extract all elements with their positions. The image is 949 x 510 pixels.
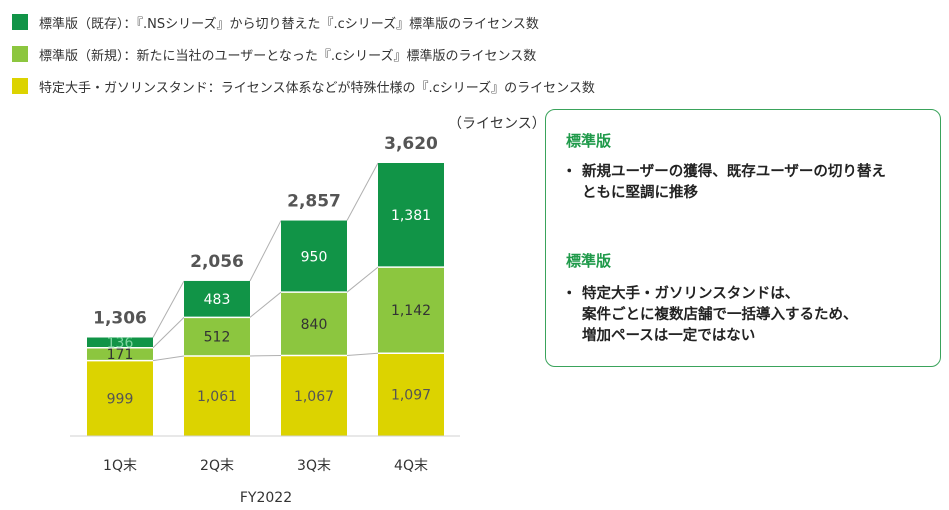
connector-line (249, 291, 282, 318)
value-label-existing-4: 1,381 (391, 208, 431, 224)
legend-swatch-special (12, 78, 28, 94)
x-tick-label-2: 2Q末 (200, 458, 234, 474)
total-label-3: 2,857 (287, 192, 341, 212)
bar-new-4 (378, 267, 444, 354)
bar-new-1 (87, 347, 153, 361)
unit-label: （ライセンス） (448, 116, 546, 132)
value-label-special-1: 999 (107, 391, 134, 407)
x-tick-labels: 1Q末 2Q末 3Q末 4Q末 (103, 458, 428, 474)
value-label-new-3: 840 (301, 317, 328, 333)
value-label-existing-3: 950 (301, 249, 328, 265)
total-label-4: 3,620 (384, 134, 438, 154)
bar-special-4 (378, 353, 444, 436)
legend-swatch-new (12, 46, 28, 62)
bar-new-2 (184, 317, 250, 356)
value-label-new-4: 1,142 (391, 303, 431, 319)
connector-line (346, 266, 379, 293)
bar-existing-1 (87, 337, 153, 348)
legend: 標準版（既存）：『.NSシリーズ』から切り替えた『.cシリーズ』標準版のライセン… (12, 6, 595, 102)
info-section-1-bullet: 新規ユーザーの獲得、既存ユーザーの切り替え ともに堅調に推移 (562, 162, 932, 204)
value-label-special-2: 1,061 (197, 389, 237, 405)
total-labels: 1,306 2,056 2,857 3,620 (93, 134, 438, 329)
info-section-1-title: 標準版 (566, 132, 612, 150)
bar-special-3 (281, 355, 347, 436)
x-tick-label-1: 1Q末 (103, 458, 137, 474)
bar-existing-3 (281, 220, 347, 293)
connector-line (152, 355, 185, 362)
legend-swatch-existing (12, 14, 28, 30)
bar-new-3 (281, 292, 347, 356)
bar-segments (87, 163, 444, 436)
value-label-existing-2: 483 (204, 292, 231, 308)
info-section-2-bullets: 特定大手・ガソリンスタンドは、 案件ごとに複数店舗で一括導入するため、 増加ペー… (562, 284, 932, 347)
legend-label-special: 特定大手・ガソリンスタンド：ライセンス体系などが特殊仕様の『.cシリーズ』のライ… (39, 80, 595, 96)
legend-label-existing: 標準版（既存）：『.NSシリーズ』から切り替えた『.cシリーズ』標準版のライセン… (39, 16, 539, 32)
legend-item-new: 標準版（新規）：新たに当社のユーザーとなった『.cシリーズ』標準版のライセンス数 (12, 38, 595, 70)
info-section-2-title: 標準版 (566, 252, 612, 270)
info-section-1-bullets: 新規ユーザーの獲得、既存ユーザーの切り替え ともに堅調に推移 (562, 162, 932, 204)
value-label-existing-1: 136 (107, 336, 134, 352)
value-label-special-3: 1,067 (294, 389, 334, 405)
value-label-special-4: 1,097 (391, 388, 431, 404)
bar-special-1 (87, 360, 153, 436)
bar-special-2 (184, 355, 250, 436)
legend-label-new: 標準版（新規）：新たに当社のユーザーとなった『.cシリーズ』標準版のライセンス数 (39, 48, 537, 64)
total-label-1: 1,306 (93, 309, 147, 329)
connector-line (152, 280, 185, 338)
x-axis-title: FY2022 (240, 490, 292, 506)
value-label-new-1: 171 (107, 347, 134, 363)
connector-lines (152, 162, 379, 362)
legend-item-existing: 標準版（既存）：『.NSシリーズ』から切り替えた『.cシリーズ』標準版のライセン… (12, 6, 595, 38)
connector-line (249, 220, 282, 282)
total-label-2: 2,056 (190, 252, 244, 272)
connector-line (346, 352, 379, 357)
x-tick-label-4: 4Q末 (394, 458, 428, 474)
legend-item-special: 特定大手・ガソリンスタンド：ライセンス体系などが特殊仕様の『.cシリーズ』のライ… (12, 70, 595, 102)
connector-line (346, 162, 379, 221)
info-box: 標準版 新規ユーザーの獲得、既存ユーザーの切り替え ともに堅調に推移 標準版 特… (545, 109, 941, 367)
connector-line (152, 317, 185, 349)
value-label-new-2: 512 (204, 330, 231, 346)
bar-existing-2 (184, 280, 250, 318)
x-tick-label-3: 3Q末 (297, 458, 331, 474)
bar-existing-4 (378, 163, 444, 268)
info-section-2-bullet: 特定大手・ガソリンスタンドは、 案件ごとに複数店舗で一括導入するため、 増加ペー… (562, 284, 932, 347)
